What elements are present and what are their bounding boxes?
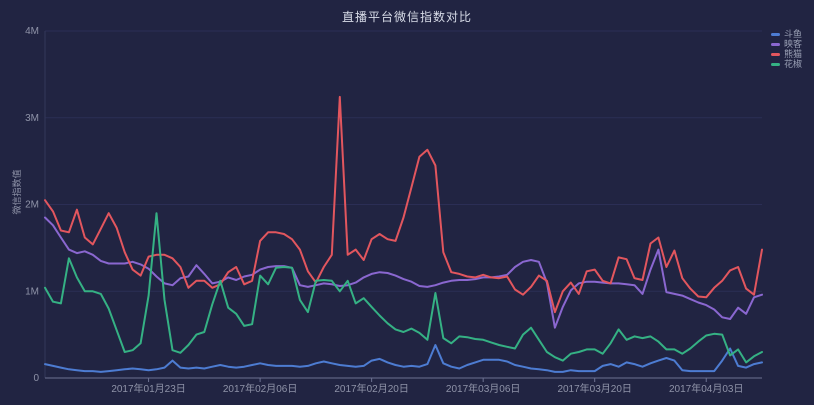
y-axis-tick-label: 2M (25, 200, 39, 211)
y-axis-tick-label: 4M (25, 26, 39, 37)
x-axis-tick-label: 2017年03月20日 (557, 382, 632, 395)
x-axis-tick-label: 2017年02月20日 (334, 382, 409, 395)
legend-item-label: 映客 (783, 39, 802, 49)
legend-marker-icon (770, 52, 780, 56)
legend-item-3[interactable]: 花椒 (770, 59, 802, 69)
y-axis-tick-label: 0 (33, 373, 39, 384)
x-axis-tick-label: 2017年02月06日 (223, 382, 298, 395)
legend-marker-icon (770, 62, 780, 66)
legend-item-label: 斗鱼 (783, 29, 802, 39)
legend: 斗鱼 映客 熊猫 花椒 (770, 29, 802, 69)
y-axis-name: 微信指数值 (11, 169, 22, 214)
legend-item-2[interactable]: 熊猫 (770, 49, 802, 59)
x-axis-tick-label: 2017年03月06日 (446, 382, 521, 395)
legend-item-label: 花椒 (783, 59, 802, 69)
y-axis-tick-label: 3M (25, 113, 39, 124)
series-line-3 (44, 212, 763, 364)
legend-item-1[interactable]: 映客 (770, 39, 802, 49)
plot-area[interactable] (45, 31, 762, 378)
x-axis-tick-label: 2017年04月03日 (669, 382, 744, 395)
y-axis-tick-label: 1M (25, 286, 39, 297)
chart-title: 直播平台微信指数对比 (341, 10, 472, 24)
series-line-2 (44, 95, 763, 314)
series-line-1 (44, 216, 763, 329)
x-axis-tick-label: 2017年01月23日 (111, 382, 186, 395)
legend-marker-icon (770, 42, 780, 46)
legend-marker-icon (770, 32, 780, 36)
legend-item-0[interactable]: 斗鱼 (770, 29, 802, 39)
series-line-0 (44, 344, 763, 373)
legend-item-label: 熊猫 (783, 49, 802, 59)
